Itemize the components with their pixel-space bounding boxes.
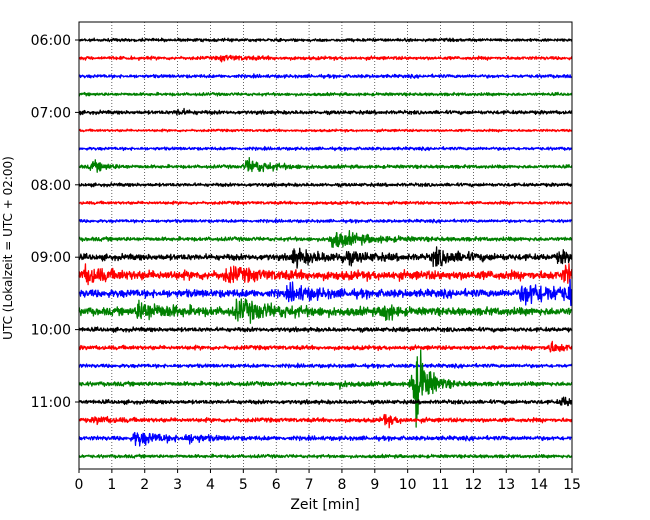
x-tick-label: 13 [497,477,515,493]
x-tick-label: 15 [563,477,581,493]
seismic-trace-1115 [78,413,573,429]
x-axis-label: Zeit [min] [290,497,359,513]
x-tick-label: 5 [239,477,248,493]
y-tick-label: 07:00 [31,105,71,121]
seismic-trace-1000 [78,326,573,333]
vertical-grid [111,22,540,469]
seismic-traces [78,37,573,460]
seismic-trace-1100 [78,396,573,407]
y-tick-label: 09:00 [31,250,71,266]
x-tick-label: 4 [206,477,215,493]
y-tick-label: 08:00 [31,178,71,194]
seismic-trace-1045 [78,349,573,428]
seismic-trace-0600 [78,37,573,43]
seismic-trace-1145 [78,453,573,460]
seismic-trace-0830 [78,218,573,224]
seismic-trace-0845 [78,230,573,248]
seismic-trace-0630 [78,73,573,80]
seismic-trace-1015 [78,340,573,353]
x-tick-label: 7 [305,477,314,493]
seismic-trace-0730 [78,145,573,152]
x-tick-label: 1 [107,477,116,493]
seismic-trace-0800 [78,182,573,188]
x-tick-label: 10 [399,477,417,493]
x-axis-ticks: 0 1 2 3 4 5 6 7 8 9 10 11 12 13 14 15 [75,469,581,493]
x-tick-label: 11 [432,477,450,493]
x-tick-label: 0 [75,477,84,493]
y-tick-label: 10:00 [31,323,71,339]
y-tick-label: 06:00 [31,33,71,49]
seismic-trace-0900 [78,246,573,269]
seismic-trace-0700 [78,107,573,116]
seismic-trace-1130 [78,431,573,447]
y-axis-ticks: 06:00 07:00 08:00 09:00 10:00 11:00 [31,33,79,411]
plot-frame [78,21,573,470]
x-tick-label: 6 [272,477,281,493]
seismic-trace-1030 [78,362,573,369]
seismic-trace-0945 [78,298,573,324]
x-tick-label: 9 [370,477,379,493]
x-tick-label: 2 [140,477,149,493]
x-tick-label: 12 [464,477,482,493]
seismic-trace-0615 [78,54,573,63]
y-tick-label: 11:00 [31,395,71,411]
x-tick-label: 14 [530,477,548,493]
seismic-trace-0715 [78,128,573,133]
seismic-trace-0745 [78,156,573,173]
x-tick-label: 3 [173,477,182,493]
y-axis-label: UTC (Lokalzeit = UTC + 02:00) [1,156,15,340]
seismic-trace-0815 [78,200,573,206]
seismic-trace-0930 [78,278,573,307]
seismic-trace-0645 [78,91,573,97]
seismic-trace-0915 [78,263,573,286]
x-tick-label: 8 [337,477,346,493]
